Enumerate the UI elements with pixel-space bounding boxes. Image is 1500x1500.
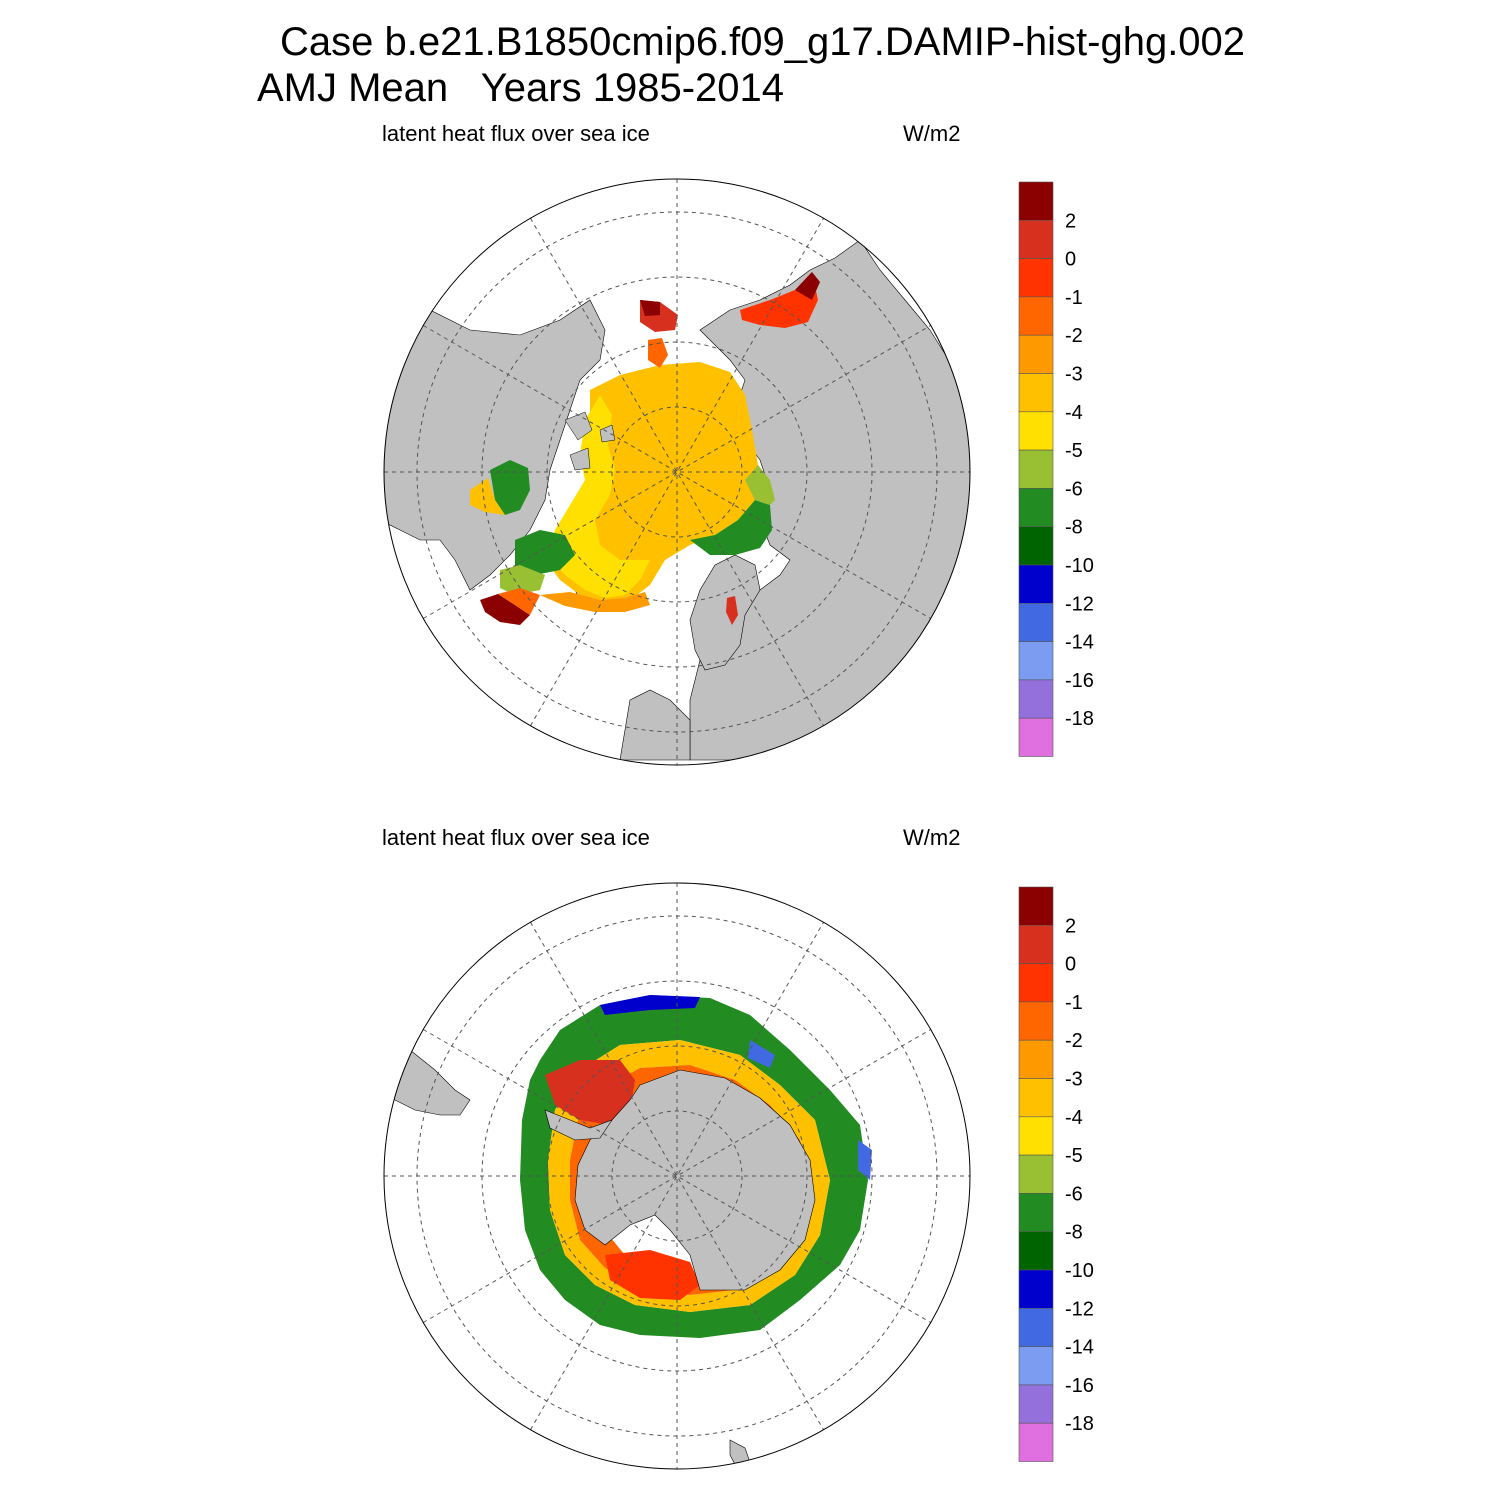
colorbar-south-swatch	[1018, 1116, 1054, 1156]
colorbar-south-label: -4	[1065, 1107, 1083, 1129]
north-ice-hudson-bay	[490, 460, 530, 515]
colorbar-south-label: 2	[1065, 915, 1076, 937]
colorbar-south-label: 0	[1065, 954, 1076, 976]
colorbar-north-label: -3	[1065, 364, 1083, 386]
colorbar-north-swatch	[1018, 602, 1054, 642]
colorbar-north-label: -4	[1065, 402, 1083, 424]
colorbar-south-swatch	[1018, 1269, 1054, 1309]
north-ice-yellow-band	[548, 395, 650, 598]
north-map-border	[383, 178, 971, 766]
colorbar-south-swatch	[1018, 1422, 1054, 1462]
north-polar-map	[383, 178, 971, 766]
south-polar-map	[383, 882, 971, 1470]
colorbar-north-label: -14	[1065, 632, 1094, 654]
colorbar-north-swatch	[1018, 449, 1054, 489]
colorbar-north-label: -8	[1065, 517, 1083, 539]
colorbar-north-label: -2	[1065, 325, 1083, 347]
colorbar-south-label: -2	[1065, 1030, 1083, 1052]
colorbar-south-swatch	[1018, 1308, 1054, 1347]
colorbar-north-swatch	[1018, 334, 1054, 374]
north-ice-labrador	[515, 530, 575, 575]
south-land-antarctica	[574, 1069, 816, 1291]
south-map-border	[383, 882, 971, 1470]
north-ice-baltic	[726, 596, 738, 625]
colorbar-north-swatch	[1018, 258, 1054, 298]
colorbar-north-label: -6	[1065, 478, 1083, 500]
north-ice-bering-dark	[640, 300, 660, 316]
north-ice-east-greenland	[540, 592, 650, 612]
north-graticule	[384, 179, 970, 765]
colorbar-south-label: -14	[1065, 1337, 1094, 1359]
colorbar-south-swatch	[1018, 1039, 1054, 1079]
colorbar-north-swatch	[1018, 296, 1054, 336]
colorbar-north-swatch	[1018, 373, 1054, 413]
colorbar-south-swatch	[1018, 924, 1054, 964]
colorbar-north-swatch	[1018, 526, 1054, 566]
south-graticule	[384, 883, 970, 1469]
figure-title-period: AMJ Mean Years 1985-2014	[257, 66, 785, 110]
colorbar-north-label: -10	[1065, 555, 1094, 577]
panel-south-title: latent heat flux over sea ice	[382, 825, 650, 850]
colorbar-north-label: 2	[1065, 210, 1076, 232]
colorbar-north-swatch	[1018, 679, 1054, 719]
panel-north-title: latent heat flux over sea ice	[382, 121, 650, 146]
panel-south-units: W/m2	[903, 825, 961, 850]
north-ice-st-lawrence	[480, 594, 530, 625]
colorbar-south-label: -1	[1065, 992, 1083, 1014]
south-ice-outer-green	[520, 995, 868, 1338]
colorbar-north-swatch	[1018, 488, 1054, 527]
north-ice-labrador-light	[500, 565, 545, 595]
figure-title-case: Case b.e21.B1850cmip6.f09_g17.DAMIP-hist…	[280, 20, 1246, 64]
colorbar-south-label: -3	[1065, 1069, 1083, 1091]
panel-north-units: W/m2	[903, 121, 961, 146]
north-ice-chukchi	[648, 338, 668, 368]
north-ice-okhotsk	[740, 272, 818, 328]
colorbar-south-label: -12	[1065, 1298, 1094, 1320]
colorbar-south-label: -10	[1065, 1260, 1094, 1282]
north-ice-okhotsk-dark	[795, 272, 820, 300]
colorbar-south-swatch	[1018, 1078, 1054, 1118]
north-ice-barents-light	[745, 465, 775, 505]
south-ice-blue-patch-1	[600, 995, 700, 1015]
colorbar-north-swatch	[1018, 181, 1054, 221]
colorbar-south: 2 0 -1 -2 -3 -4 -5 -6 -8 -10 -12 -14 -16 -18	[1018, 886, 1094, 1462]
colorbar-south-label: -16	[1065, 1375, 1094, 1397]
north-land-north-america	[384, 299, 606, 591]
colorbar-south-swatch	[1018, 1346, 1054, 1386]
north-ice-barents	[690, 500, 772, 555]
colorbar-south-label: -8	[1065, 1222, 1083, 1244]
colorbar-south-swatch	[1018, 963, 1054, 1003]
colorbar-north-label: 0	[1065, 249, 1076, 271]
colorbar-south-swatch	[1018, 1001, 1054, 1041]
colorbar-south-swatch	[1018, 1231, 1054, 1271]
colorbar-north-label: -18	[1065, 708, 1094, 730]
colorbar-north-label: -12	[1065, 593, 1094, 615]
south-ice-weddell	[545, 1060, 635, 1125]
colorbar-north-swatch	[1018, 641, 1054, 681]
colorbar-south-label: -18	[1065, 1413, 1094, 1435]
colorbar-north-label: -16	[1065, 670, 1094, 692]
colorbar-north: 2 0 -1 -2 -3 -4 -5 -6 -8 -10 -12 -14 -16 -18	[1018, 181, 1094, 757]
north-ice-hudson-bay-yellow	[470, 478, 505, 515]
colorbar-north-swatch	[1018, 564, 1054, 604]
north-ice-st-lawrence-orange	[498, 588, 540, 615]
colorbar-north-label: -1	[1065, 287, 1083, 309]
colorbar-south-swatch	[1018, 1384, 1054, 1424]
south-ice-ross	[605, 1250, 700, 1300]
south-land-peninsula	[544, 1109, 613, 1141]
colorbar-south-label: -5	[1065, 1145, 1083, 1167]
colorbar-north-swatch	[1018, 411, 1054, 451]
colorbar-north-label: -5	[1065, 440, 1083, 462]
colorbar-north-swatch	[1018, 717, 1054, 757]
colorbar-north-swatch	[1018, 220, 1054, 259]
colorbar-south-swatch	[1018, 1193, 1054, 1233]
south-ice-blue-patch-2	[748, 1040, 872, 1180]
colorbar-south-label: -6	[1065, 1183, 1083, 1205]
colorbar-south-swatch	[1018, 886, 1054, 926]
colorbar-south-swatch	[1018, 1154, 1054, 1194]
